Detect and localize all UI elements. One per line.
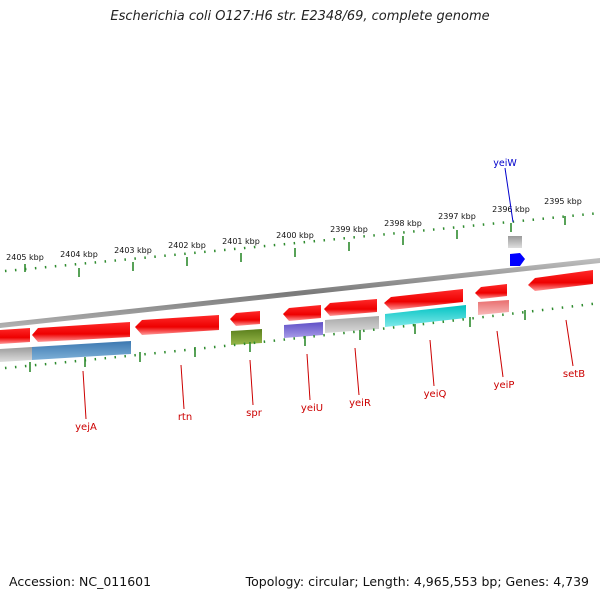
cds-arrow (283, 305, 321, 321)
gene-label-yeiU[interactable]: yeiU (301, 403, 323, 414)
cds-arrow (324, 299, 377, 316)
gene-feature (32, 341, 131, 360)
gene-feature (284, 322, 323, 338)
gene-leader (249, 359, 254, 406)
gene-feature (231, 329, 262, 345)
cds-arrow (32, 322, 130, 342)
cds-track (0, 270, 593, 344)
gene-label-rtn[interactable]: rtn (178, 412, 192, 423)
gene-leader (429, 339, 435, 387)
genome-stats-text: Topology: circular; Length: 4,965,553 bp… (245, 574, 589, 589)
genome-title: Escherichia coli O127:H6 str. E2348/69, … (110, 9, 490, 24)
gene-feature (385, 305, 466, 327)
gene-leader (354, 347, 360, 396)
gene-leader (82, 370, 87, 420)
cds-arrow (230, 311, 260, 326)
outer-major-ticks (24, 216, 566, 277)
kbp-label: 2397 kbp (438, 212, 476, 221)
gene-label-setB[interactable]: setB (563, 369, 585, 380)
kbp-label: 2395 kbp (544, 197, 582, 206)
kbp-label: 2402 kbp (168, 241, 206, 250)
gene-feature (325, 316, 379, 333)
cds-arrow (528, 270, 593, 291)
gene-yeiW-feature (508, 236, 522, 248)
gene-feature (0, 347, 32, 362)
cds-arrow (475, 284, 507, 299)
kbp-label: 2403 kbp (114, 246, 152, 255)
gene-feature-track (0, 300, 509, 362)
gene-label-yeiP[interactable]: yeiP (494, 380, 515, 391)
gene-label-yejA[interactable]: yejA (75, 422, 97, 433)
gene-yeiW[interactable]: yeiW (493, 158, 525, 266)
gene-feature (478, 300, 509, 315)
cds-arrow (0, 328, 30, 344)
gene-yeiW-leader (504, 167, 514, 223)
cds-arrow (135, 315, 219, 335)
gene-label-yeiQ[interactable]: yeiQ (424, 389, 447, 400)
gene-yeiW-label: yeiW (493, 158, 517, 169)
kbp-label: 2405 kbp (6, 253, 44, 262)
gene-leader (306, 353, 311, 401)
gene-leader (180, 364, 185, 410)
gene-leader (496, 330, 504, 378)
gene-leader (565, 319, 574, 367)
accession-text: Accession: NC_011601 (9, 574, 152, 589)
inner-major-ticks (29, 310, 526, 372)
kbp-label: 2398 kbp (384, 219, 422, 228)
gene-yeiW-arrow (510, 253, 525, 266)
kbp-label: 2399 kbp (330, 225, 368, 234)
kbp-label: 2401 kbp (222, 237, 260, 246)
kbp-label: 2404 kbp (60, 250, 98, 259)
gene-label-spr[interactable]: spr (246, 408, 263, 419)
genome-backbone (0, 258, 600, 328)
cds-arrow (384, 289, 463, 310)
gene-label-yeiR[interactable]: yeiR (349, 398, 371, 409)
kbp-label: 2400 kbp (276, 231, 314, 240)
